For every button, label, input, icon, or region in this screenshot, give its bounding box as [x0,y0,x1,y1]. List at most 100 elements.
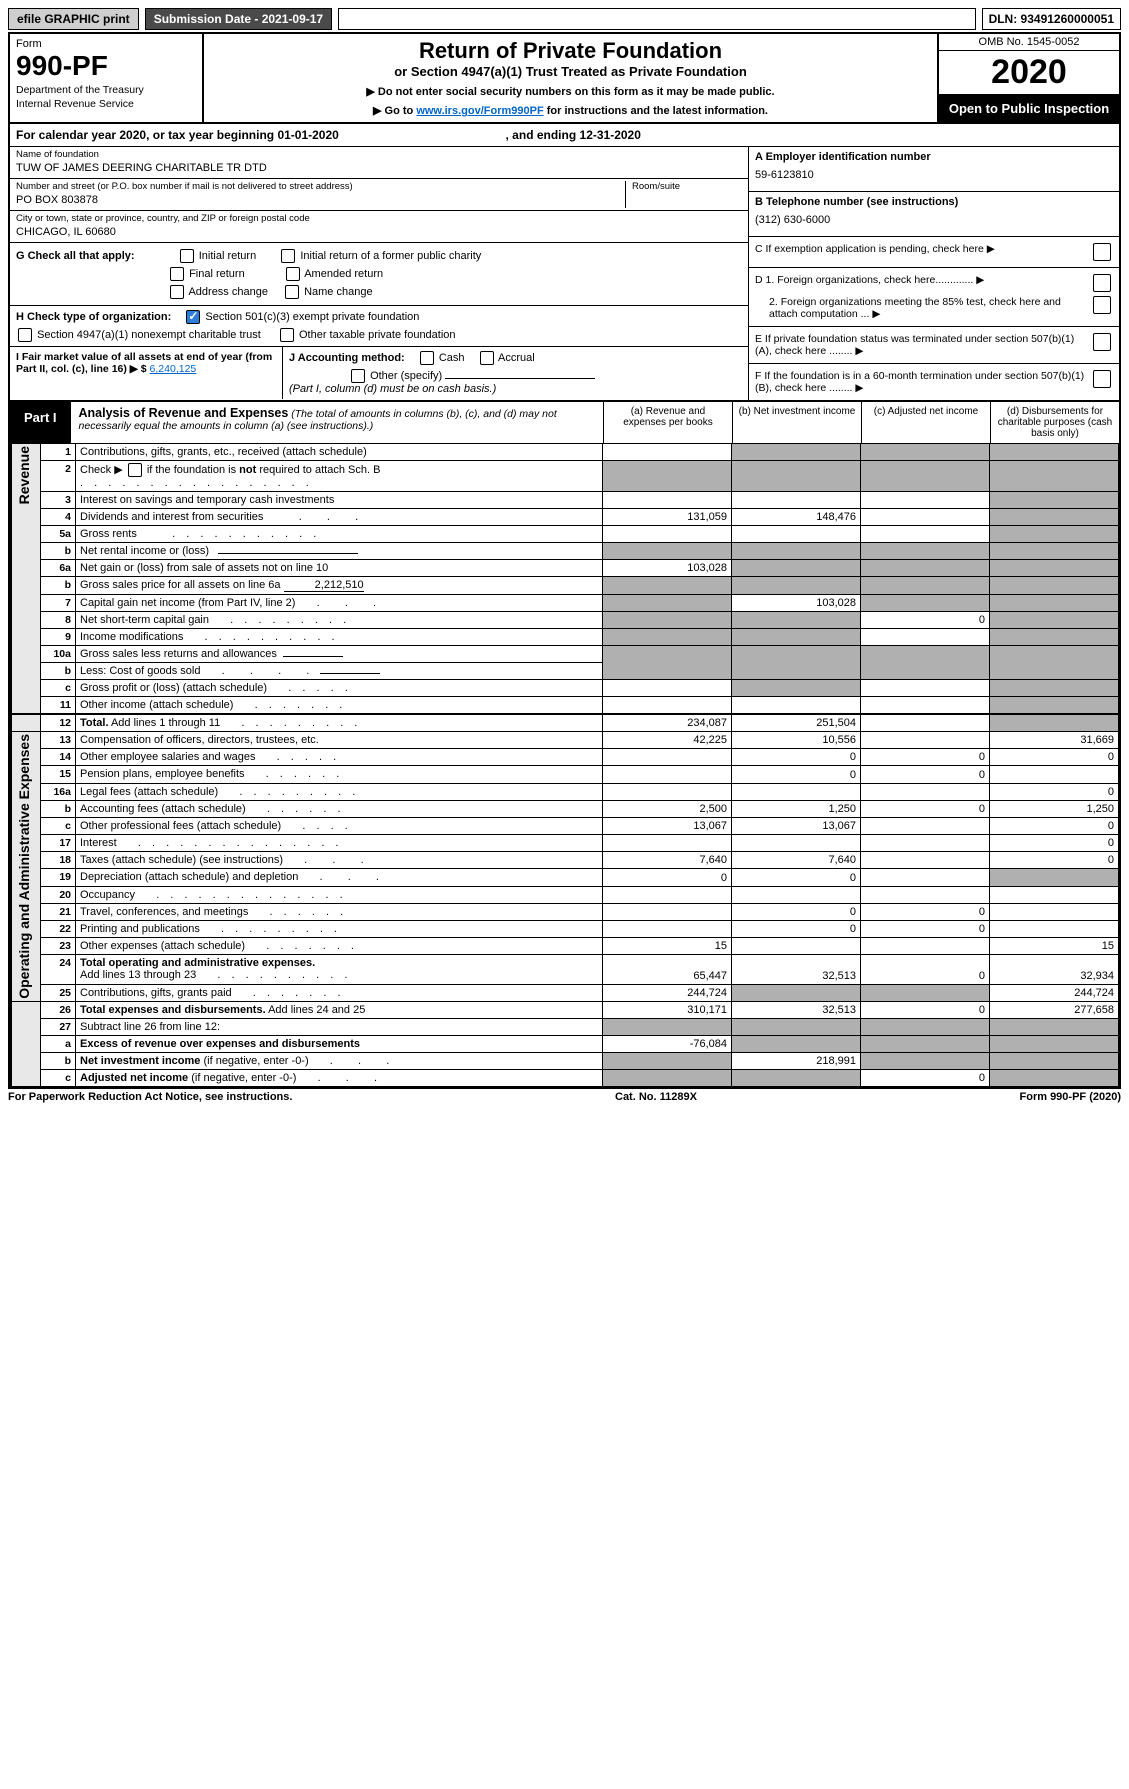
table-row: 2 Check ▶ if the foundation is not requi… [11,461,1119,492]
line13-b: 10,556 [732,732,861,749]
line21-c: 0 [861,903,990,920]
city-cell: City or town, state or province, country… [10,210,748,242]
line16a-desc: Legal fees (attach schedule) . . . . . .… [76,783,603,800]
d2-label: Foreign organizations meeting the 85% te… [769,296,1061,320]
line17-d: 0 [990,835,1119,852]
line27c-desc: Adjusted net income (if negative, enter … [76,1069,603,1086]
form-container: Form 990-PF Department of the Treasury I… [8,32,1121,1089]
line7-b: 103,028 [732,595,861,612]
schb-checkbox[interactable] [128,463,142,477]
other-taxable-checkbox[interactable] [280,328,294,342]
ein-value: 59-6123810 [755,163,1113,187]
table-row: 23Other expenses (attach schedule) . . .… [11,938,1119,955]
status-terminated: E If private foundation status was termi… [749,326,1119,363]
col-b-head: (b) Net investment income [733,402,862,443]
section-ij: I Fair market value of all assets at end… [10,346,748,399]
table-row: bNet investment income (if negative, ent… [11,1052,1119,1069]
line16c-a: 13,067 [603,817,732,834]
name-change-checkbox[interactable] [285,285,299,299]
section-501c3-label: Section 501(c)(3) exempt private foundat… [205,311,419,323]
line18-d: 0 [990,852,1119,869]
line4-a: 131,059 [603,509,732,526]
line8-c: 0 [861,612,990,629]
col-c-head: (c) Adjusted net income [862,402,991,443]
line1-desc: Contributions, gifts, grants, etc., rece… [76,444,603,461]
final-return-checkbox[interactable] [170,267,184,281]
line13-desc: Compensation of officers, directors, tru… [76,732,603,749]
section-501c3-checkbox[interactable] [186,310,200,324]
goto-pre: ▶ Go to [373,105,416,117]
table-row: 8Net short-term capital gain . . . . . .… [11,612,1119,629]
table-row: 15Pension plans, employee benefits . . .… [11,766,1119,783]
fmv-amount[interactable]: 6,240,125 [150,363,197,375]
line11-desc: Other income (attach schedule) . . . . .… [76,697,603,715]
section-g: G Check all that apply: Initial return I… [10,242,748,305]
section-4947-checkbox[interactable] [18,328,32,342]
line22-b: 0 [732,920,861,937]
f-checkbox[interactable] [1093,370,1111,388]
line10a-desc: Gross sales less returns and allowances [76,646,603,663]
line13-a: 42,225 [603,732,732,749]
header-center: Return of Private Foundation or Section … [204,34,939,122]
other-method-checkbox[interactable] [351,369,365,383]
table-row: cAdjusted net income (if negative, enter… [11,1069,1119,1086]
d2-checkbox[interactable] [1093,296,1111,314]
line18-b: 7,640 [732,852,861,869]
line5a-desc: Gross rents . . . . . . . . . . . [76,526,603,543]
table-row: 7Capital gain net income (from Part IV, … [11,595,1119,612]
table-row: 14Other employee salaries and wages . . … [11,749,1119,766]
goto-post: for instructions and the latest informat… [544,105,768,117]
e-checkbox[interactable] [1093,333,1111,351]
accrual-checkbox[interactable] [480,351,494,365]
line13-d: 31,669 [990,732,1119,749]
address-change-checkbox[interactable] [170,285,184,299]
table-row: Revenue 1Contributions, gifts, grants, e… [11,444,1119,461]
line5b-input[interactable] [218,553,358,554]
info-right: A Employer identification number 59-6123… [748,147,1119,400]
table-row: 6aNet gain or (loss) from sale of assets… [11,560,1119,577]
section-i: I Fair market value of all assets at end… [10,347,282,399]
line16c-b: 13,067 [732,817,861,834]
other-method-input[interactable] [445,378,595,379]
line23-desc: Other expenses (attach schedule) . . . .… [76,938,603,955]
info-left: Name of foundation TUW OF JAMES DEERING … [10,147,748,400]
exemption-checkbox[interactable] [1093,243,1111,261]
line12-a: 234,087 [603,714,732,732]
cal-end: , and ending 12-31-2020 [506,128,641,142]
irs-label: Internal Revenue Service [16,98,196,110]
line14-b: 0 [732,749,861,766]
line6b-desc: Gross sales price for all assets on line… [76,577,603,595]
omb-number: OMB No. 1545-0052 [939,34,1119,51]
line15-c: 0 [861,766,990,783]
calendar-year-row: For calendar year 2020, or tax year begi… [10,122,1119,146]
d1-label: Foreign organizations, check here.......… [777,274,973,286]
line24-a: 65,447 [603,955,732,984]
form-subtitle: or Section 4947(a)(1) Trust Treated as P… [210,64,931,79]
table-row: aExcess of revenue over expenses and dis… [11,1035,1119,1052]
line10a-input[interactable] [283,656,343,657]
form-header: Form 990-PF Department of the Treasury I… [10,34,1119,122]
line27a-a: -76,084 [603,1035,732,1052]
efile-print-button[interactable]: efile GRAPHIC print [8,8,139,30]
amended-return-checkbox[interactable] [286,267,300,281]
line26-c: 0 [861,1001,990,1018]
top-bar: efile GRAPHIC print Submission Date - 20… [8,8,1121,30]
initial-former-checkbox[interactable] [281,249,295,263]
d1-checkbox[interactable] [1093,274,1111,292]
line16a-d: 0 [990,783,1119,800]
cal-begin: For calendar year 2020, or tax year begi… [16,128,339,142]
foreign-org: D 1. Foreign organizations, check here..… [749,267,1119,326]
form-number: 990-PF [16,50,196,82]
c-label: C If exemption application is pending, c… [755,243,984,255]
form990pf-link[interactable]: www.irs.gov/Form990PF [416,105,543,117]
line27b-b: 218,991 [732,1052,861,1069]
cash-checkbox[interactable] [420,351,434,365]
submission-date-button[interactable]: Submission Date - 2021-09-17 [145,8,332,30]
side-gap [11,714,41,732]
initial-return-checkbox[interactable] [180,249,194,263]
line10b-input[interactable] [320,673,380,674]
line10b-desc: Less: Cost of goods sold . . . . [76,663,603,680]
table-row: 12Total. Add lines 1 through 11 . . . . … [11,714,1119,732]
line24-desc: Total operating and administrative expen… [76,955,603,984]
line21-desc: Travel, conferences, and meetings . . . … [76,903,603,920]
